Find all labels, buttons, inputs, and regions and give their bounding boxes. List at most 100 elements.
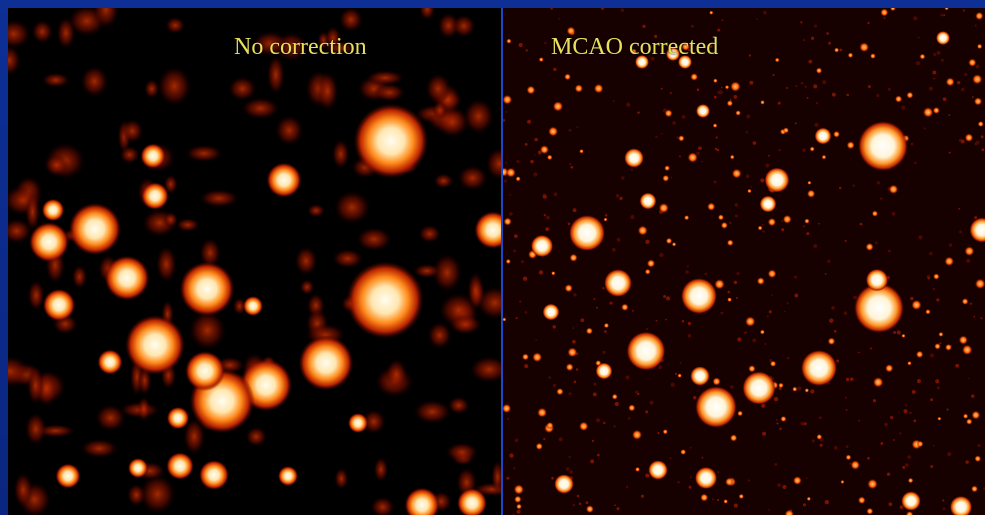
noise-speck (876, 94, 880, 98)
noise-blob (8, 19, 31, 49)
uncorrected-image-panel: No correction (8, 8, 501, 515)
noise-speck (813, 84, 818, 89)
noise-speck (815, 102, 819, 105)
noise-blob (56, 17, 76, 49)
noise-blob (228, 76, 257, 101)
noise-speck (826, 32, 829, 35)
faint-star (724, 477, 734, 487)
noise-speck (813, 244, 818, 249)
faint-star (782, 214, 792, 224)
noise-speck (770, 294, 773, 297)
noise-speck (880, 442, 884, 445)
noise-speck (977, 443, 981, 448)
sharp-star (639, 192, 657, 210)
faint-star (738, 493, 745, 500)
noise-speck (974, 24, 977, 27)
noise-speck (701, 160, 703, 163)
noise-speck (687, 321, 692, 326)
sharp-star (604, 269, 632, 297)
noise-speck (688, 485, 692, 489)
noise-blob (27, 280, 45, 311)
noise-speck (669, 457, 672, 460)
noise-speck (915, 61, 921, 66)
blurred-star (457, 488, 487, 515)
noise-speck (543, 437, 546, 441)
faint-star (760, 99, 765, 105)
faint-star (731, 168, 742, 179)
noise-speck (685, 270, 689, 274)
faint-star (964, 133, 974, 143)
faint-star (532, 352, 543, 363)
noise-speck (902, 465, 906, 469)
faint-star (872, 376, 884, 388)
noise-speck (845, 377, 850, 382)
faint-star (552, 101, 564, 112)
noise-blob (157, 66, 192, 106)
noise-speck (650, 56, 655, 61)
noise-speck (621, 176, 625, 180)
noise-speck (974, 216, 978, 220)
faint-star (513, 495, 522, 504)
faint-star (681, 41, 691, 52)
noise-speck (503, 119, 506, 122)
faint-star (784, 509, 795, 515)
faint-star (662, 429, 668, 435)
faint-star (807, 180, 812, 185)
noise-blob (491, 460, 501, 494)
noise-speck (831, 92, 836, 97)
sharp-star (678, 55, 692, 69)
faint-star (792, 475, 802, 486)
noise-speck (679, 155, 681, 158)
noise-speck (785, 87, 788, 89)
noise-speck (786, 356, 790, 360)
noise-speck (672, 121, 676, 125)
noise-speck (936, 50, 941, 55)
noise-speck (896, 330, 901, 335)
noise-speck (612, 100, 615, 103)
faint-star (774, 57, 780, 63)
faint-star (680, 448, 687, 455)
noise-speck (810, 36, 815, 40)
noise-speck (509, 453, 514, 458)
faint-star (737, 410, 744, 417)
faint-star (974, 278, 985, 290)
noise-blob (413, 263, 441, 279)
noise-speck (935, 379, 940, 384)
noise-speck (800, 21, 803, 24)
noise-speck (558, 437, 563, 442)
noise-blob (241, 97, 280, 120)
faint-star (792, 386, 798, 392)
faint-star (665, 237, 673, 245)
noise-speck (634, 390, 639, 394)
noise-speck (833, 446, 838, 450)
faint-star (526, 85, 536, 95)
noise-blob (294, 246, 318, 276)
noise-speck (844, 239, 847, 242)
noise-speck (698, 146, 702, 151)
sharp-star (742, 371, 776, 405)
blurred-star (125, 315, 185, 375)
noise-speck (679, 362, 682, 364)
noise-speck (717, 28, 721, 32)
noise-speck (616, 507, 620, 511)
noise-speck (777, 101, 781, 105)
noise-speck (614, 401, 619, 407)
sharp-star (648, 460, 668, 480)
faint-star (907, 360, 912, 366)
faint-star (566, 26, 576, 36)
noise-speck (819, 443, 823, 447)
faint-star (970, 485, 979, 493)
faint-star (574, 84, 584, 93)
faint-star (521, 353, 530, 361)
noise-speck (946, 408, 949, 411)
noise-blob (452, 14, 476, 38)
noise-speck (804, 85, 807, 88)
noise-speck (975, 64, 980, 69)
sharp-star (694, 466, 718, 490)
noise-speck (797, 386, 802, 391)
faint-star (832, 130, 841, 138)
faint-star (922, 106, 934, 118)
faint-star (944, 343, 953, 351)
noise-blob (266, 55, 285, 95)
noise-speck (890, 416, 894, 420)
